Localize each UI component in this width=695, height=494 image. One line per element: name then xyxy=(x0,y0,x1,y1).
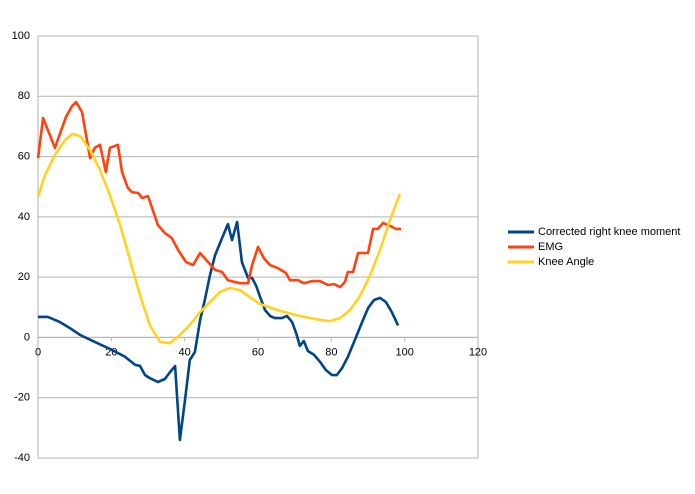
legend-label: Knee Angle xyxy=(538,256,594,268)
y-tick-label: 40 xyxy=(18,211,30,223)
x-tick-label: 100 xyxy=(395,346,413,358)
x-tick-label: 0 xyxy=(35,346,41,358)
y-tick-label: 80 xyxy=(18,90,30,102)
y-tick-label: 20 xyxy=(18,271,30,283)
legend-label: EMG xyxy=(538,241,563,253)
series-line xyxy=(36,100,401,289)
series-line xyxy=(38,220,400,442)
y-tick-label: -40 xyxy=(14,452,30,464)
series-line xyxy=(36,132,402,345)
y-tick-label: 60 xyxy=(18,150,30,162)
x-tick-label: 60 xyxy=(252,346,264,358)
x-tick-label: 80 xyxy=(325,346,337,358)
y-tick-label: -20 xyxy=(14,392,30,404)
y-tick-label: 0 xyxy=(24,331,30,343)
x-tick-label: 120 xyxy=(469,346,487,358)
x-tick-label: 40 xyxy=(179,346,191,358)
y-tick-label: 100 xyxy=(12,30,30,42)
legend-label: Corrected right knee moment xyxy=(538,226,680,238)
